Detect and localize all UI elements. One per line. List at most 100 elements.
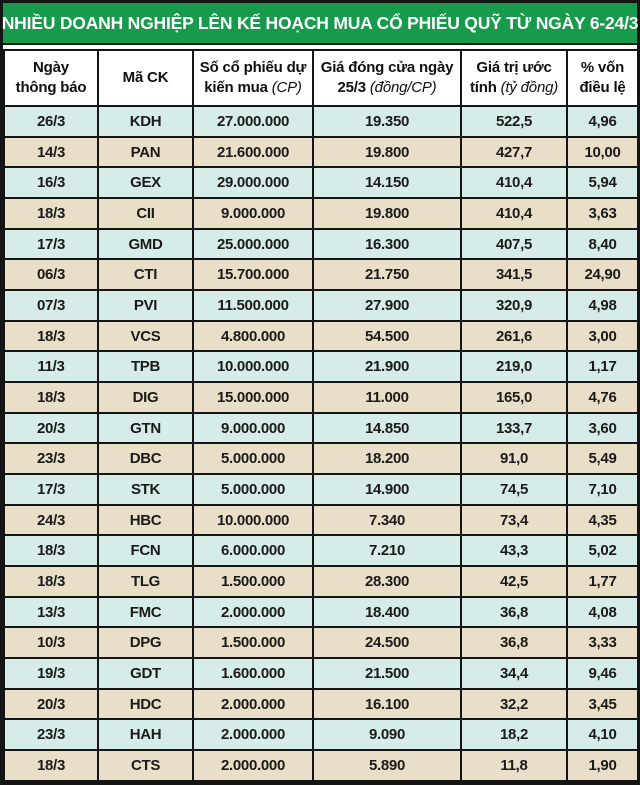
cell-FMC-0: 13/3: [3, 595, 99, 629]
page-title: NHIỀU DOANH NGHIỆP LÊN KẾ HOẠCH MUA CỔ P…: [1, 12, 639, 33]
table-row-DIG: 18/3 DIG 15.000.000 11.000 165,0 4,76: [3, 381, 639, 414]
cell-GDT-2: 1.600.000: [192, 657, 314, 690]
cell-PAN-2: 21.600.000: [192, 135, 314, 169]
table-row-HAH: 23/3 HAH 2.000.000 9.090 18,2 4,10: [3, 718, 639, 752]
cell-CII-5: 3,63: [566, 197, 639, 230]
table-row-HBC: 24/3 HBC 10.000.000 7.340 73,4 4,35: [3, 503, 639, 537]
cell-DPG-5: 3,33: [566, 626, 639, 660]
cell-PVI-4: 320,9: [460, 289, 568, 322]
cell-GEX-1: GEX: [97, 166, 194, 200]
cell-GTN-1: GTN: [97, 411, 194, 445]
cell-GMD-2: 25.000.000: [192, 227, 314, 261]
cell-PAN-1: PAN: [97, 135, 194, 169]
cell-CII-1: CII: [97, 197, 194, 230]
cell-DPG-0: 10/3: [3, 626, 99, 660]
cell-GMD-4: 407,5: [460, 227, 568, 261]
column-header-1: Mã CK: [97, 49, 194, 107]
cell-DIG-3: 11.000: [312, 381, 462, 414]
cell-FCN-3: 7.210: [312, 534, 462, 568]
title-bar: NHIỀU DOANH NGHIỆP LÊN KẾ HOẠCH MUA CỔ P…: [1, 3, 639, 45]
table-row-TPB: 11/3 TPB 10.000.000 21.900 219,0 1,17: [3, 350, 639, 384]
cell-KDH-2: 27.000.000: [192, 105, 314, 138]
cell-PAN-0: 14/3: [3, 135, 99, 169]
cell-CTS-0: 18/3: [3, 749, 99, 782]
cell-CTS-2: 2.000.000: [192, 749, 314, 782]
table-row-CTS: 18/3 CTS 2.000.000 5.890 11,8 1,90: [3, 749, 639, 782]
table-row-DBC: 23/3 DBC 5.000.000 18.200 91,0 5,49: [3, 442, 639, 476]
cell-GEX-4: 410,4: [460, 166, 568, 200]
cell-DPG-3: 24.500: [312, 626, 462, 660]
cell-FMC-5: 4,08: [566, 595, 639, 629]
cell-GDT-4: 34,4: [460, 657, 568, 690]
table-row-CTI: 06/3 CTI 15.700.000 21.750 341,5 24,90: [3, 258, 639, 292]
table-row-GEX: 16/3 GEX 29.000.000 14.150 410,4 5,94: [3, 166, 639, 200]
table-body: 26/3 KDH 27.000.000 19.350 522,5 4,96 14/3 PAN 2…: [3, 105, 639, 782]
cell-HBC-5: 4,35: [566, 503, 639, 537]
cell-VCS-5: 3,00: [566, 319, 639, 353]
stock-buyback-table: Ngày thông báo Mã CK Số cổ phiếu dự kiến mua…: [3, 49, 639, 782]
cell-HDC-0: 20/3: [3, 687, 99, 721]
cell-TPB-3: 21.900: [312, 350, 462, 384]
cell-HAH-5: 4,10: [566, 718, 639, 752]
cell-GMD-5: 8,40: [566, 227, 639, 261]
table-row-FCN: 18/3 FCN 6.000.000 7.210 43,3 5,02: [3, 534, 639, 568]
column-header-0: Ngày thông báo: [3, 49, 99, 107]
cell-GTN-0: 20/3: [3, 411, 99, 445]
cell-PVI-2: 11.500.000: [192, 289, 314, 322]
cell-DPG-2: 1.500.000: [192, 626, 314, 660]
cell-HBC-2: 10.000.000: [192, 503, 314, 537]
cell-STK-3: 14.900: [312, 473, 462, 506]
cell-FCN-5: 5,02: [566, 534, 639, 568]
cell-FMC-4: 36,8: [460, 595, 568, 629]
cell-FMC-1: FMC: [97, 595, 194, 629]
cell-PVI-1: PVI: [97, 289, 194, 322]
cell-STK-2: 5.000.000: [192, 473, 314, 506]
cell-TPB-1: TPB: [97, 350, 194, 384]
cell-HAH-4: 18,2: [460, 718, 568, 752]
cell-TLG-1: TLG: [97, 565, 194, 598]
cell-TPB-0: 11/3: [3, 350, 99, 384]
cell-GMD-0: 17/3: [3, 227, 99, 261]
cell-CTI-0: 06/3: [3, 258, 99, 292]
table-row-VCS: 18/3 VCS 4.800.000 54.500 261,6 3,00: [3, 319, 639, 353]
cell-CTI-3: 21.750: [312, 258, 462, 292]
cell-DBC-3: 18.200: [312, 442, 462, 476]
cell-STK-4: 74,5: [460, 473, 568, 506]
column-header-4: Giá trị ước tính (tỷ đồng): [460, 49, 568, 107]
cell-CTI-1: CTI: [97, 258, 194, 292]
cell-HBC-3: 7.340: [312, 503, 462, 537]
cell-VCS-2: 4.800.000: [192, 319, 314, 353]
cell-HAH-2: 2.000.000: [192, 718, 314, 752]
cell-FCN-2: 6.000.000: [192, 534, 314, 568]
table-row-PVI: 07/3 PVI 11.500.000 27.900 320,9 4,98: [3, 289, 639, 322]
cell-DBC-0: 23/3: [3, 442, 99, 476]
cell-TLG-3: 28.300: [312, 565, 462, 598]
cell-FMC-2: 2.000.000: [192, 595, 314, 629]
cell-GMD-3: 16.300: [312, 227, 462, 261]
table-row-TLG: 18/3 TLG 1.500.000 28.300 42,5 1,77: [3, 565, 639, 598]
cell-GTN-3: 14.850: [312, 411, 462, 445]
cell-CTS-4: 11,8: [460, 749, 568, 782]
cell-VCS-1: VCS: [97, 319, 194, 353]
cell-TPB-2: 10.000.000: [192, 350, 314, 384]
table-row-DPG: 10/3 DPG 1.500.000 24.500 36,8 3,33: [3, 626, 639, 660]
cell-DBC-2: 5.000.000: [192, 442, 314, 476]
cell-FMC-3: 18.400: [312, 595, 462, 629]
cell-HBC-0: 24/3: [3, 503, 99, 537]
cell-FCN-1: FCN: [97, 534, 194, 568]
column-header-3: Giá đóng cửa ngày 25/3 (đồng/CP): [312, 49, 462, 107]
cell-GTN-4: 133,7: [460, 411, 568, 445]
cell-CTI-4: 341,5: [460, 258, 568, 292]
cell-CTI-2: 15.700.000: [192, 258, 314, 292]
cell-STK-5: 7,10: [566, 473, 639, 506]
cell-PAN-5: 10,00: [566, 135, 639, 169]
table-row-GTN: 20/3 GTN 9.000.000 14.850 133,7 3,60: [3, 411, 639, 445]
cell-HAH-3: 9.090: [312, 718, 462, 752]
cell-GTN-2: 9.000.000: [192, 411, 314, 445]
cell-GEX-3: 14.150: [312, 166, 462, 200]
cell-CII-3: 19.800: [312, 197, 462, 230]
table-row-KDH: 26/3 KDH 27.000.000 19.350 522,5 4,96: [3, 105, 639, 138]
cell-GEX-5: 5,94: [566, 166, 639, 200]
cell-TLG-0: 18/3: [3, 565, 99, 598]
